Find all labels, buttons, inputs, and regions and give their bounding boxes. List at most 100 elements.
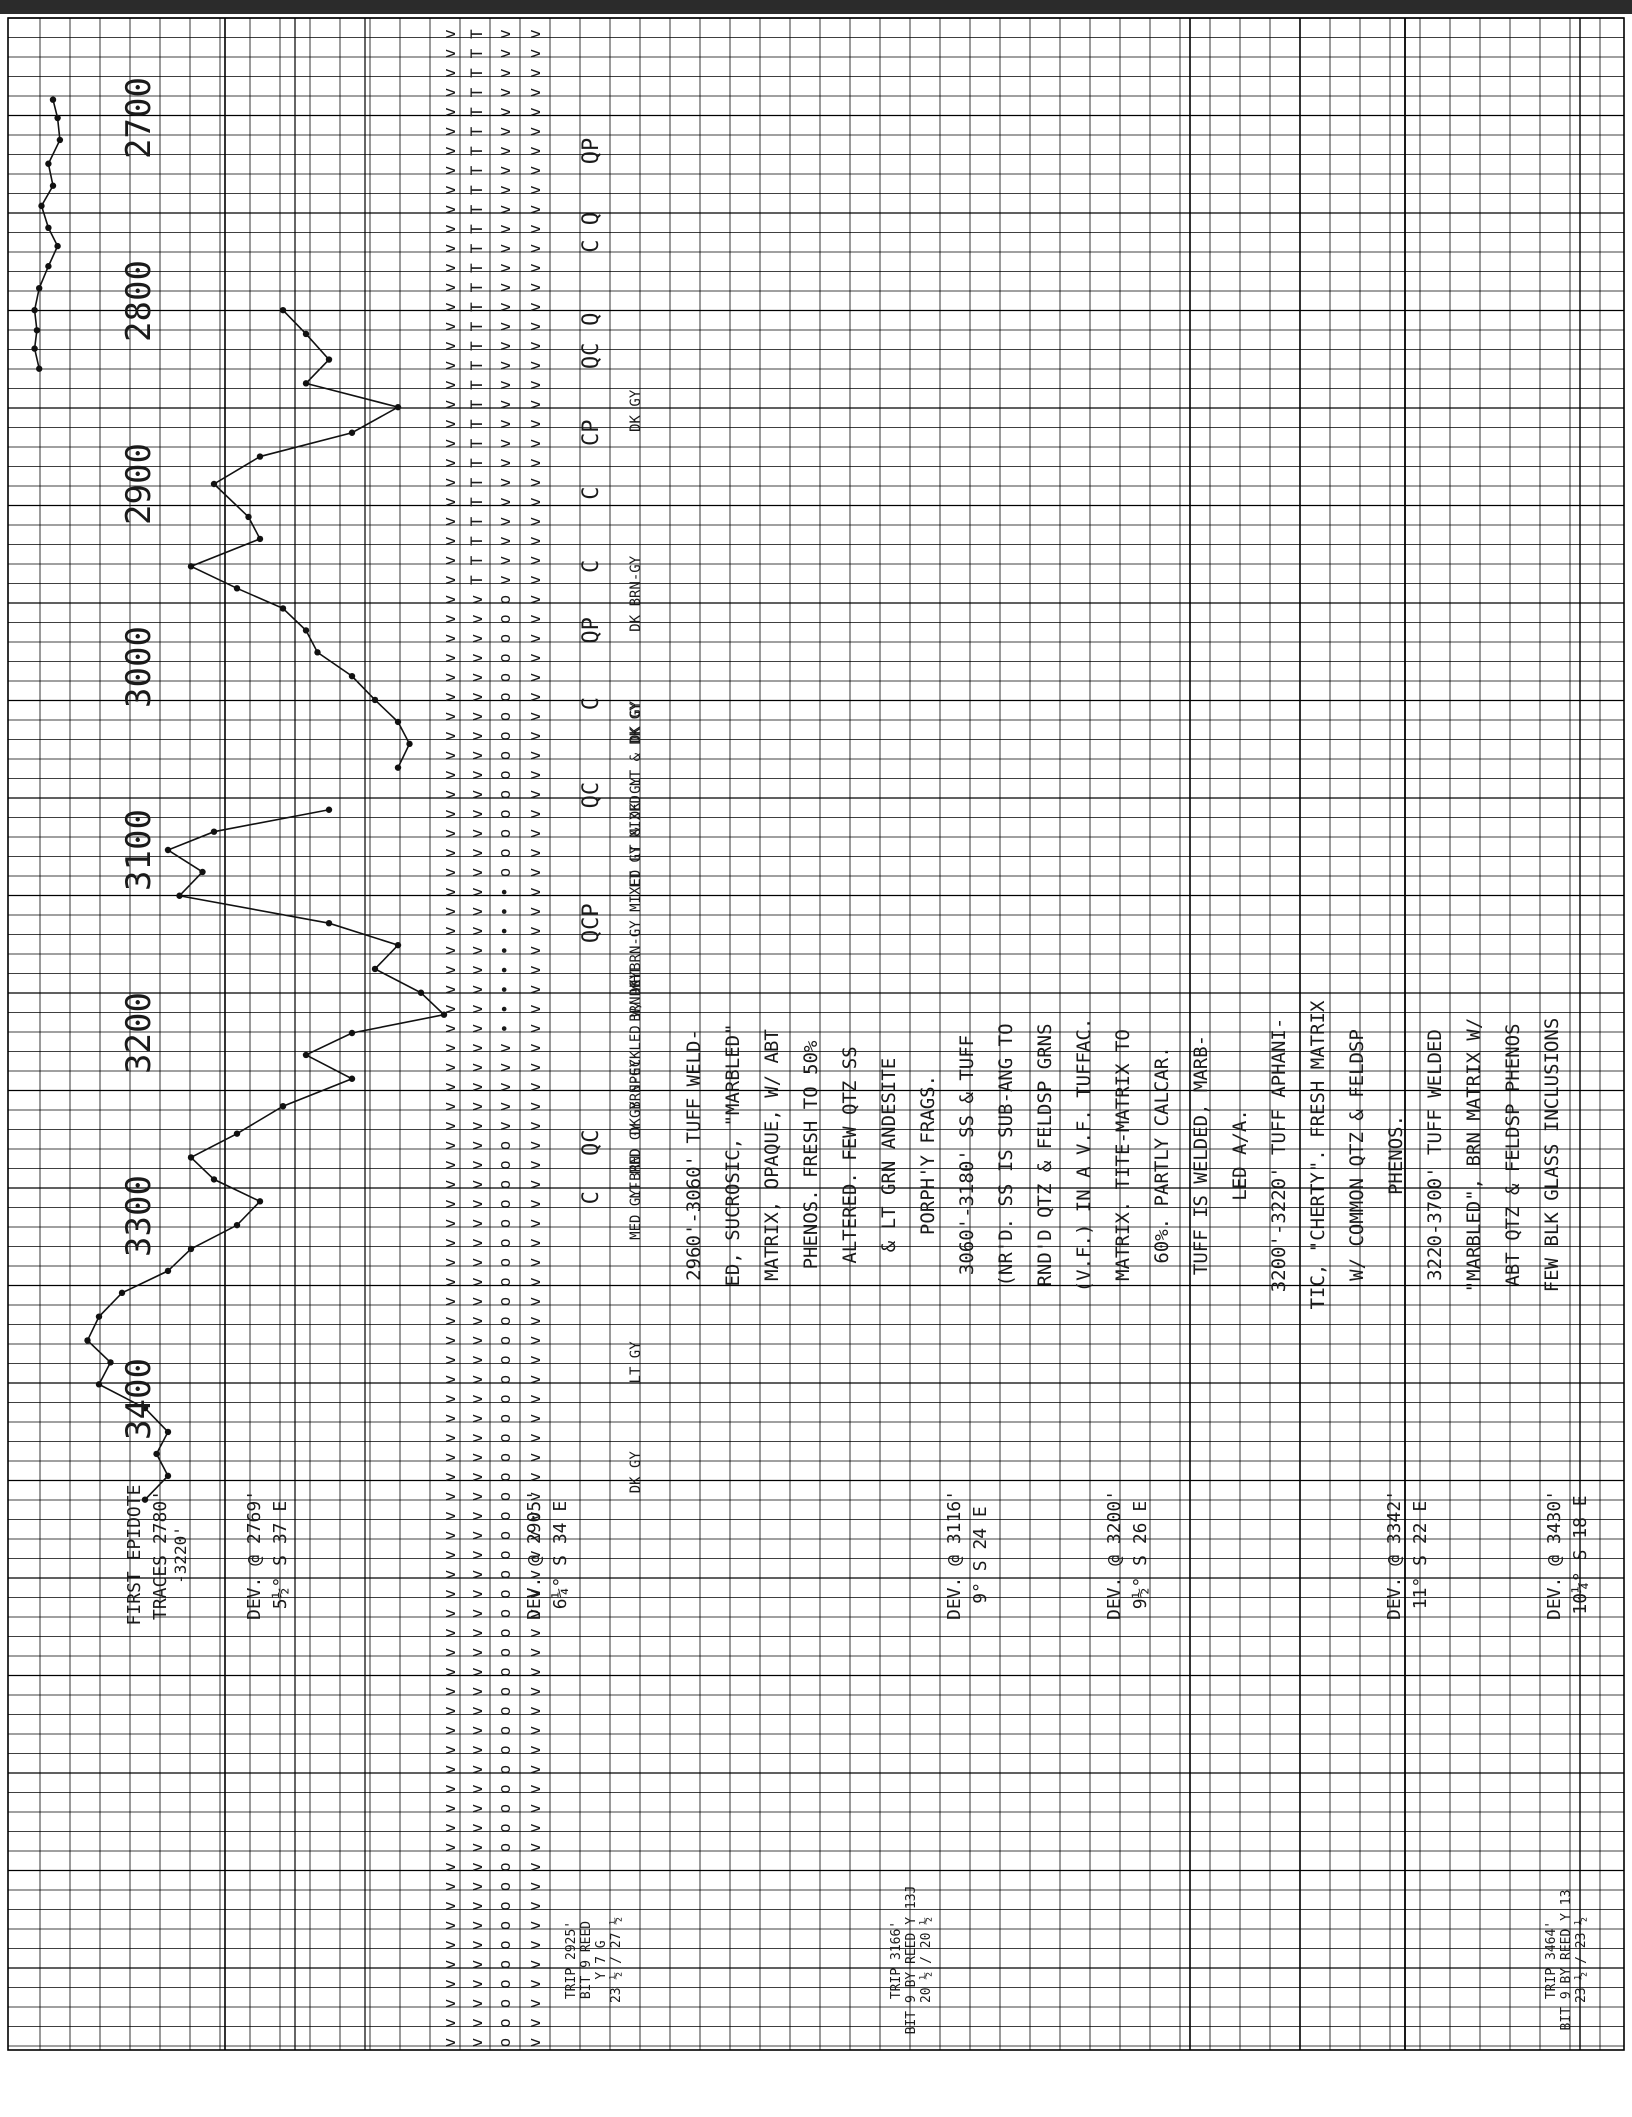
lithology-symbol: v [525, 29, 544, 39]
lithology-symbol: v [440, 68, 459, 78]
lithology-symbol: v [525, 1219, 544, 1229]
lithology-symbol: v [440, 1550, 459, 1560]
mineral-code: C [579, 487, 604, 500]
lithology-symbol: v [440, 1804, 459, 1814]
deviation-angle: 10¼° S 18 E [1570, 1495, 1591, 1614]
lithology-symbol: v [495, 517, 514, 527]
lithology-symbol: o [495, 1999, 514, 2009]
lithology-symbol: v [440, 653, 459, 663]
lithology-symbol: v [495, 185, 514, 195]
curve-point [210, 1176, 218, 1183]
lithology-symbol: • [495, 946, 514, 956]
curve-point [95, 1313, 103, 1320]
lithology-symbol: v [440, 49, 459, 59]
deviation-angle: 9½° S 26 E [1130, 1501, 1151, 1609]
lithology-symbol: o [495, 673, 514, 683]
lithology-symbol: v [440, 887, 459, 897]
lithology-symbol: o [495, 1979, 514, 1989]
lithology-symbol: v [525, 1082, 544, 1092]
lithology-symbol: v [467, 1355, 486, 1365]
curve-point [325, 806, 333, 813]
lithology-symbol: v [467, 1901, 486, 1911]
lithology-symbol: v [525, 1141, 544, 1151]
lithology-symbol: v [525, 1433, 544, 1443]
lithology-symbol: v [440, 322, 459, 332]
lithology-symbol: o [495, 1180, 514, 1190]
trip-note: 20 ½ / 20 ½ [919, 1917, 934, 2003]
lithology-symbol: v [525, 1901, 544, 1911]
trip-note: BIT 9 REED [579, 1921, 594, 1999]
lithology-symbol: o [495, 1355, 514, 1365]
mineral-code: CP [579, 420, 604, 447]
trip-note: TRIP 3464' [1544, 1921, 1559, 1999]
trip-note: TRIP 3166' [889, 1921, 904, 1999]
lithology-symbol: v [525, 263, 544, 273]
lithology-symbol: v [467, 1453, 486, 1463]
curve-point [187, 563, 195, 570]
scan-edge [0, 0, 1632, 14]
lithology-line: TUFF IS WELDED, MARB- [1190, 1035, 1212, 1275]
lithology-symbol: v [525, 400, 544, 410]
lithology-symbol: T [467, 146, 486, 156]
lithology-symbol: v [467, 712, 486, 722]
lithology-symbol: v [440, 497, 459, 507]
lithology-line: (NR'D. SS IS SUB-ANG TO [995, 1023, 1017, 1286]
lithology-symbol: v [467, 1160, 486, 1170]
curve-point [440, 1011, 448, 1018]
deviation-depth: DEV. @ 3200' [1104, 1490, 1125, 1620]
lithology-symbol: v [525, 751, 544, 761]
lithology-symbol: o [495, 1843, 514, 1853]
lithology-symbol: v [467, 1726, 486, 1736]
lithology-line: 3220-3700' TUFF WELDED [1424, 1029, 1446, 1281]
lithology-symbol: v [467, 1745, 486, 1755]
lithology-symbol: v [525, 1316, 544, 1326]
deviation-depth: DEV. @ 3342' [1384, 1490, 1405, 1620]
lithology-symbol: v [525, 517, 544, 527]
lithology-symbol: o [495, 1492, 514, 1502]
lithology-symbol: v [467, 887, 486, 897]
mineral-code: C [579, 239, 604, 252]
lithology-symbol: v [525, 1063, 544, 1073]
color-note: LT GY [628, 1341, 644, 1384]
curve-point [45, 263, 52, 270]
curve-point [256, 1198, 264, 1205]
lithology-symbol: v [467, 829, 486, 839]
lithology-symbol: o [495, 829, 514, 839]
deviation-depth: DEV. @ 3430' [1544, 1490, 1565, 1620]
lithology-symbol: v [467, 731, 486, 741]
lithology-symbol: v [525, 536, 544, 546]
lithology-symbol: v [525, 2018, 544, 2028]
lithology-symbol: o [495, 1765, 514, 1775]
lithology-symbol: v [440, 1394, 459, 1404]
lithology-symbol: v [525, 361, 544, 371]
lithology-symbol: v [467, 1492, 486, 1502]
color-note: LT GY MIXED LT & DK GY [628, 702, 644, 888]
lithology-symbol: o [495, 868, 514, 878]
lithology-symbol: v [440, 926, 459, 936]
trip-note: BIT 9 BY REED Y 13J [904, 1886, 919, 2035]
lithology-symbol: v [467, 614, 486, 624]
lithology-symbol: v [525, 556, 544, 566]
lithology-line: TIC, "CHERTY". FRESH MATRIX [1307, 1000, 1329, 1309]
curve-point [394, 718, 402, 726]
curve-point [302, 330, 310, 338]
lithology-symbol: o [495, 1219, 514, 1229]
lithology-symbol: v [440, 1024, 459, 1034]
curve-point [371, 696, 379, 704]
lithology-symbol: o [495, 1297, 514, 1307]
lithology-symbol: v [525, 1570, 544, 1580]
lithology-symbol: v [467, 770, 486, 780]
curve-point [49, 182, 57, 189]
lithology-symbol: T [467, 263, 486, 273]
lithology-symbol: v [495, 341, 514, 351]
lithology-symbol: v [440, 1921, 459, 1931]
color-note: MED GY-BRN [628, 1156, 644, 1240]
color-note: LT MED GY [628, 1123, 644, 1199]
lithology-symbol: v [525, 1979, 544, 1989]
lithology-symbol: v [495, 88, 514, 98]
lithology-symbol: v [525, 1375, 544, 1385]
lithology-symbol: v [440, 946, 459, 956]
lithology-symbol: v [495, 1102, 514, 1112]
lithology-symbol: v [525, 1609, 544, 1619]
curve-point [187, 1154, 195, 1161]
